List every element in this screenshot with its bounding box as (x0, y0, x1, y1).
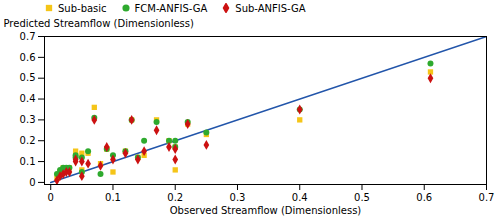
svg-text:Observed Streamflow (Dimension: Observed Streamflow (Dimensionless) (170, 205, 362, 216)
svg-text:0: 0 (29, 177, 35, 188)
svg-text:0.4: 0.4 (20, 93, 36, 104)
svg-text:0.3: 0.3 (20, 114, 36, 125)
svg-text:0.5: 0.5 (20, 72, 36, 83)
html-text:FCM-ANFIS-GA: FCM-ANFIS-GA (134, 2, 208, 14)
svg-text:0.4: 0.4 (292, 192, 308, 203)
svg-text:0.2: 0.2 (167, 192, 183, 203)
svg-text:0.7: 0.7 (20, 31, 36, 42)
svg-text:Predicted Streamflow (Dimensio: Predicted Streamflow (Dimensionless) (4, 18, 194, 29)
svg-text:0.1: 0.1 (20, 156, 36, 167)
svg-text:0.6: 0.6 (416, 192, 432, 203)
svg-text:0: 0 (48, 192, 54, 203)
svg-text:0.5: 0.5 (354, 192, 370, 203)
svg-text:0.2: 0.2 (20, 135, 36, 146)
svg-text:0.7: 0.7 (479, 192, 495, 203)
svg-text:0.3: 0.3 (230, 192, 246, 203)
svg-text:0.6: 0.6 (20, 52, 36, 63)
html-text:Sub-ANFIS-GA: Sub-ANFIS-GA (235, 2, 306, 14)
html-text:Sub-basic: Sub-basic (58, 2, 107, 14)
svg-text:0.1: 0.1 (105, 192, 121, 203)
